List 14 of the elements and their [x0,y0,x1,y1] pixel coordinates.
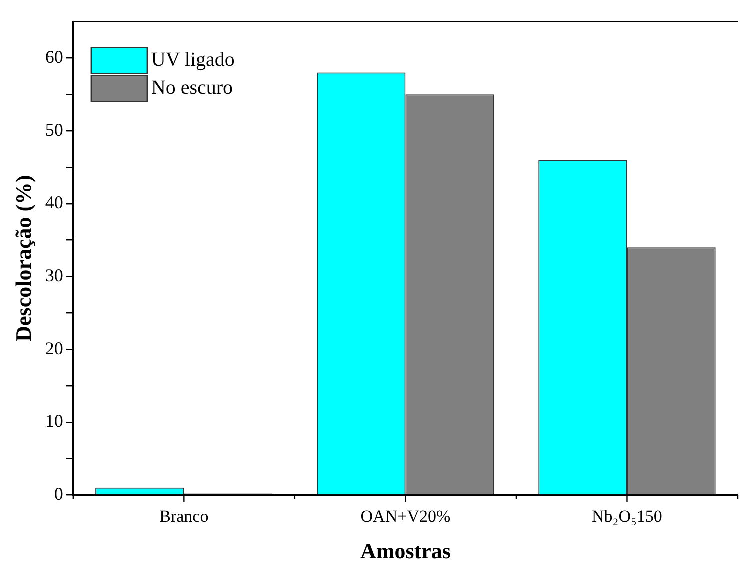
y-tick-label: 30 [45,265,64,286]
y-axis-title: Descoloração (%) [10,175,36,342]
x-tick-label: OAN+V20% [360,506,451,526]
x-axis-title: Amostras [360,538,452,564]
y-tick-label: 40 [45,192,64,213]
y-tick-label: 60 [45,46,64,67]
y-tick-label: 50 [45,120,64,140]
y-tick-label: 10 [45,411,64,432]
y-tick-label: 20 [45,338,64,358]
legend-label: UV ligado [151,49,235,72]
x-tick-label: Branco [160,506,209,526]
x-tick-label: Nb₂O₅150 [592,506,662,526]
y-tick-label: 0 [54,484,64,504]
legend-label: No escuro [151,77,234,100]
